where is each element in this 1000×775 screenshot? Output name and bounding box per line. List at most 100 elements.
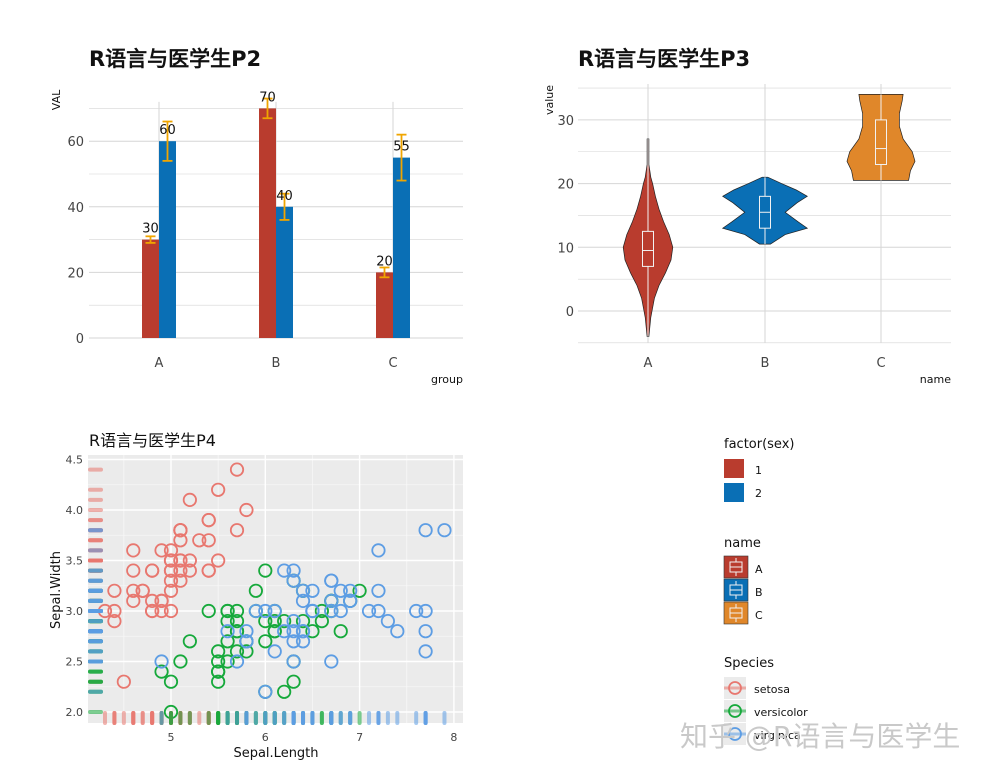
p4-ytick-label: 3.0 <box>66 605 84 618</box>
legends: factor(sex) 1 2 name A B C Species setos… <box>723 437 808 745</box>
p4-point <box>201 563 216 578</box>
p4-point <box>220 654 235 669</box>
p3-boxplot <box>759 177 771 245</box>
p3-ytick-label: 0 <box>566 305 574 320</box>
p4-point <box>324 654 339 669</box>
p3-violin <box>846 94 916 181</box>
p4-point <box>418 523 433 538</box>
p4-point <box>286 573 301 588</box>
p4-point <box>286 654 301 669</box>
p4-point <box>314 613 329 629</box>
p2-ytick-label: 0 <box>76 332 84 347</box>
legend-species-key-point <box>728 704 742 718</box>
p4-point <box>163 553 179 568</box>
legend-species: Species setosa versicolor virginica <box>724 656 808 745</box>
p4-point <box>258 563 273 578</box>
legend-sex: factor(sex) 1 2 <box>724 437 794 502</box>
p4-points <box>97 462 452 720</box>
p4-point <box>248 583 263 598</box>
p2-x-axis-label: group <box>431 373 463 386</box>
p2-xtick-label: C <box>388 356 397 371</box>
p4-point <box>229 644 245 659</box>
p4-point <box>239 634 254 649</box>
p4-point <box>343 583 358 598</box>
p2-errorbar <box>145 235 156 244</box>
p4-point <box>267 603 282 619</box>
p4-point <box>173 553 188 568</box>
p2-errorbar <box>279 192 290 221</box>
p3-title: R语言与医学生P3 <box>578 47 750 71</box>
p4-point <box>277 684 292 699</box>
p2-errorbar <box>262 97 273 120</box>
watermark: 知乎 @R语言与医学生 <box>680 720 960 753</box>
p4-point <box>163 674 179 689</box>
p4-ytick-label: 3.5 <box>66 555 84 568</box>
p4-point <box>239 644 254 659</box>
p4-point <box>229 523 245 538</box>
p4-point <box>163 563 179 578</box>
p3-boxplot <box>875 94 887 181</box>
p4-point <box>154 543 169 558</box>
p2-xtick-label: A <box>155 356 164 371</box>
p3-box <box>875 119 887 165</box>
legend-sex-key-1 <box>724 459 744 478</box>
p4-point <box>286 674 301 689</box>
p4-point <box>229 613 245 629</box>
p4-point <box>220 634 235 649</box>
p4-point <box>258 684 273 699</box>
p4-point <box>286 624 301 639</box>
p4-point <box>295 613 311 629</box>
legend-species-label-versicolor: versicolor <box>754 706 808 719</box>
p3-violin <box>622 138 674 337</box>
p4-y-axis-label: Sepal.Width <box>49 551 64 629</box>
p4-point <box>211 553 226 568</box>
p4-point <box>173 654 188 669</box>
p4-point <box>201 533 216 548</box>
p4-point <box>182 634 197 649</box>
p4-panel-background <box>88 455 463 723</box>
p2-ytick-label: 40 <box>67 201 84 216</box>
p4-point <box>343 593 358 609</box>
legend-sex-label-1: 1 <box>755 464 762 477</box>
p4-point <box>248 603 263 619</box>
p2-bar <box>276 206 293 338</box>
legend-name-label-b: B <box>755 586 763 599</box>
p3-xtick-label: B <box>761 356 770 371</box>
p4-point <box>182 492 197 507</box>
p4-point <box>333 603 348 619</box>
p4-point <box>277 613 292 629</box>
p4-point <box>173 533 188 548</box>
p2-title: R语言与医学生P2 <box>89 47 261 71</box>
legend-name-keys <box>723 555 749 625</box>
p4-point <box>126 583 141 598</box>
p4-point <box>173 563 188 578</box>
p3-violin <box>721 176 809 245</box>
p3-violins <box>622 94 916 337</box>
p4-point <box>295 593 311 609</box>
p4-point <box>126 563 141 578</box>
p2-tick-labels: 0 20 40 60 A B C <box>67 135 397 371</box>
p4-xtick-label: 6 <box>262 731 269 744</box>
p4-point <box>267 624 282 639</box>
p4-point <box>229 603 245 619</box>
p3-tick-labels: 0 10 20 30 A B C <box>557 114 885 371</box>
p4-point <box>258 613 273 629</box>
p4-point <box>201 603 216 619</box>
p2-errorbar <box>396 133 407 182</box>
p4-title: R语言与医学生P4 <box>89 431 216 450</box>
p4-point <box>220 613 235 629</box>
p4-point <box>380 613 395 629</box>
p4-point <box>154 603 169 619</box>
p4-point <box>333 583 348 598</box>
legend-species-title: Species <box>724 656 774 671</box>
p4-ytick-label: 4.0 <box>66 504 84 517</box>
p2-bars: 30 70 20 60 40 55 <box>142 90 410 339</box>
p4-point <box>229 624 245 639</box>
p4-point <box>163 543 179 558</box>
p4-point <box>333 624 348 639</box>
p4-point <box>107 613 122 629</box>
p2-bar <box>259 108 276 339</box>
p4-point <box>239 624 254 639</box>
p2-errorbar <box>379 266 390 279</box>
